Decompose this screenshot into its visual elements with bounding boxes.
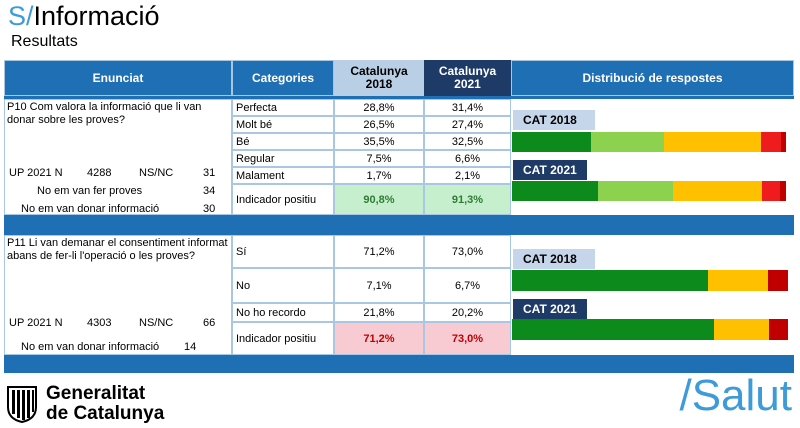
p11-bar-2021-segment-si [512, 319, 714, 340]
p10-bar-2021-segment-perfecta [512, 181, 599, 201]
p11-row-no-2021: 6,7% [424, 268, 511, 303]
p11-row-si-2018: 71,2% [334, 235, 424, 268]
p10-bar-2021-segment-be [673, 181, 763, 201]
p11-indicator-2018: 71,2% [334, 322, 424, 355]
p10-no-proves-value: 34 [203, 185, 216, 197]
p10-bar-2021-segment-regular [762, 181, 781, 201]
p11-row-no-category: No [232, 268, 334, 303]
header-catalunya-2021: Catalunya 2021 [424, 60, 511, 96]
p11-nsnc-label: NS/NC [139, 317, 174, 329]
p10-row-perfecta-2021: 31,4% [424, 99, 511, 116]
p11-bar-2018-segment-si [512, 270, 709, 291]
salut-logo: /Salut [679, 371, 792, 420]
p10-no-proves-label: No em van fer proves [37, 185, 143, 197]
p10-bar-2018-segment-perfecta [512, 132, 591, 152]
p11-row-norecordo-2021: 20,2% [424, 303, 511, 322]
p10-up-label: UP 2021 N [9, 167, 63, 179]
header-distribucio: Distribució de respostes [511, 60, 794, 96]
p10-row-regular-category: Regular [232, 150, 334, 167]
band-bottom [4, 355, 794, 373]
p10-no-info-label: No em van donar informació [21, 203, 160, 215]
p11-bar-2018-segment-no [768, 270, 788, 291]
p11-indicator-2021: 73,0% [424, 322, 511, 355]
title-word: Informació [33, 1, 160, 31]
header-catalunya-2018: Catalunya 2018 [334, 60, 424, 96]
p11-bar-2021-segment-no [769, 319, 788, 340]
p10-row-be-2018: 35,5% [334, 133, 424, 150]
header-2021-line2: 2021 [454, 77, 481, 91]
p10-enunciat: P10 Com valora la informació que li van … [4, 99, 232, 215]
p10-no-info-value: 30 [203, 203, 216, 215]
p10-nsnc-value: 31 [203, 167, 216, 179]
generalitat-emblem-icon [7, 386, 37, 423]
p11-row-si-category: Sí [232, 235, 334, 268]
generalitat-logo: Generalitat de Catalunya [6, 384, 164, 424]
p10-row-malament-2018: 1,7% [334, 167, 424, 184]
header-categories: Categories [232, 60, 334, 96]
p10-bar-2021 [512, 181, 786, 201]
p10-row-moltbe-category: Molt bé [232, 116, 334, 133]
band-top [4, 96, 794, 99]
p11-row-norecordo-2018: 21,8% [334, 303, 424, 322]
p11-badge-2021: CAT 2021 [513, 299, 587, 319]
header-enunciat: Enunciat [4, 60, 232, 96]
header-2021-line1: Catalunya [438, 64, 497, 78]
p10-nsnc-label: NS/NC [139, 167, 174, 179]
p11-no-info-label: No em van donar informació [21, 341, 160, 353]
p11-badge-2018: CAT 2018 [513, 249, 595, 269]
p11-row-norecordo-category: No ho recordo [232, 303, 334, 322]
p11-row-si-2021: 73,0% [424, 235, 511, 268]
p10-row-malament-2021: 2,1% [424, 167, 511, 184]
p10-bar-2021-segment-molt-be [598, 181, 674, 201]
header-2018-line1: Catalunya [350, 64, 408, 78]
title-slash: S/ [8, 1, 34, 31]
p10-row-perfecta-category: Perfecta [232, 99, 334, 116]
p10-bar-2018-segment-molt-be [590, 132, 664, 152]
p11-enunciat: P11 Li van demanar el consentiment infor… [4, 235, 232, 355]
p10-bar-2018-segment-malament [781, 132, 786, 152]
p10-row-moltbe-2021: 27,4% [424, 116, 511, 133]
p10-row-perfecta-2018: 28,8% [334, 99, 424, 116]
p10-row-regular-2021: 6,6% [424, 150, 511, 167]
p11-up-label: UP 2021 N [9, 317, 63, 329]
p10-up-n: 4288 [87, 167, 112, 179]
p10-row-malament-category: Malament [232, 167, 334, 184]
p10-bar-2018-segment-be [663, 132, 761, 152]
p10-bar-2018-segment-regular [760, 132, 782, 152]
p10-badge-2021: CAT 2021 [513, 160, 587, 180]
page-subtitle: Resultats [11, 33, 78, 50]
p10-bar-2021-segment-malament [780, 181, 786, 201]
p10-row-regular-2018: 7,5% [334, 150, 424, 167]
p11-bar-2018 [512, 270, 788, 291]
p11-question: P11 Li van demanar el consentiment infor… [7, 237, 228, 262]
generalitat-line2: de Catalunya [46, 403, 165, 424]
p10-indicator-2018: 90,8% [334, 184, 424, 215]
generalitat-text: Generalitat de Catalunya [46, 384, 164, 424]
band-separator [4, 215, 794, 235]
p10-bar-2018 [512, 132, 786, 152]
p11-no-info-value: 14 [184, 341, 197, 353]
p11-up-n: 4303 [87, 317, 112, 329]
p11-indicator-label: Indicador positiu [232, 322, 334, 355]
p10-question: P10 Com valora la informació que li van … [7, 101, 202, 126]
p10-badge-2018: CAT 2018 [513, 110, 595, 130]
p11-bar-2021-segment-no-ho-recordo [713, 319, 770, 340]
p11-nsnc-value: 66 [203, 317, 216, 329]
p10-row-be-category: Bé [232, 133, 334, 150]
p11-bar-2018-segment-no-ho-recordo [708, 270, 769, 291]
p10-indicator-label: Indicador positiu [232, 184, 334, 215]
p10-row-moltbe-2018: 26,5% [334, 116, 424, 133]
p11-row-no-2018: 7,1% [334, 268, 424, 303]
generalitat-line1: Generalitat [46, 383, 146, 404]
p10-indicator-2021: 91,3% [424, 184, 511, 215]
p11-bar-2021 [512, 319, 788, 340]
page-title: S/Informació [8, 0, 160, 32]
p10-row-be-2021: 32,5% [424, 133, 511, 150]
header-2018-line2: 2018 [365, 77, 393, 91]
